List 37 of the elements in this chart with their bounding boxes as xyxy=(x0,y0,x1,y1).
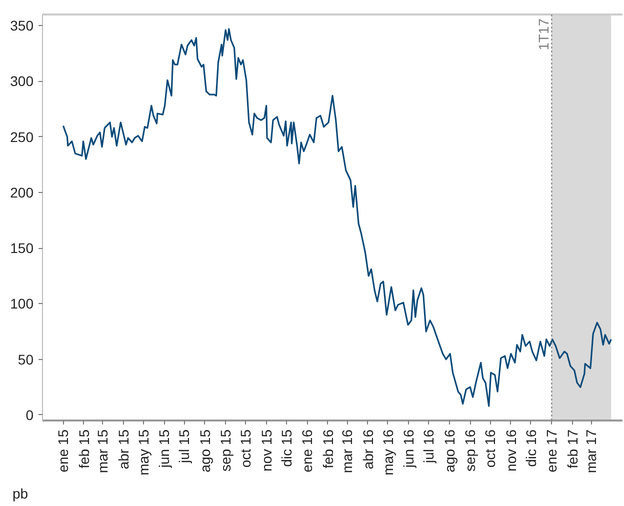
x-tick-label: feb 17 xyxy=(564,429,580,468)
y-axis-title: pb xyxy=(12,486,28,502)
x-tick-label: may 15 xyxy=(135,429,152,476)
ref-line-label: 1T17 xyxy=(536,18,552,50)
y-tick-label: 200 xyxy=(10,184,34,200)
y-tick-label: 300 xyxy=(10,73,34,90)
x-tick-label: abr 15 xyxy=(115,429,132,470)
x-tick-label: jun 15 xyxy=(156,429,172,469)
x-tick-label: ago 16 xyxy=(441,429,458,472)
x-tick-label: dic 15 xyxy=(278,429,294,467)
x-tick-label: sep 15 xyxy=(218,429,234,472)
x-tick-label: nov 16 xyxy=(502,429,519,472)
x-tick-label: mar 15 xyxy=(94,429,111,474)
x-tick-label: ene 15 xyxy=(55,429,72,472)
y-tick-label: 150 xyxy=(10,240,34,256)
x-tick-label: ago 15 xyxy=(196,429,213,472)
y-tick-label: 350 xyxy=(10,18,34,34)
y-tick-label: 50 xyxy=(18,351,34,368)
x-tick-label: ene 16 xyxy=(299,429,316,472)
x-tick-label: ene 17 xyxy=(544,429,560,472)
x-tick-label: feb 16 xyxy=(320,429,336,468)
x-tick-label: feb 15 xyxy=(76,429,92,468)
x-tick-label: mar 17 xyxy=(583,429,600,474)
x-tick-label: nov 15 xyxy=(258,429,274,472)
y-tick-label: 250 xyxy=(10,128,34,145)
x-tick-label: sep 16 xyxy=(462,429,478,472)
x-tick-label: dic 16 xyxy=(522,429,539,467)
x-tick-label: may 16 xyxy=(380,429,396,476)
x-tick-label: oct 16 xyxy=(482,429,498,468)
x-tick-label: oct 15 xyxy=(238,429,254,468)
x-tick-label: abr 16 xyxy=(360,429,376,470)
x-tick-label: jul 15 xyxy=(176,429,192,464)
x-tick-label: mar 16 xyxy=(339,429,356,474)
x-tick-label: jun 16 xyxy=(400,429,417,469)
y-tick-label: 100 xyxy=(10,296,34,312)
y-tick-label: 0 xyxy=(26,406,34,423)
x-tick-label: jul 16 xyxy=(420,429,437,464)
